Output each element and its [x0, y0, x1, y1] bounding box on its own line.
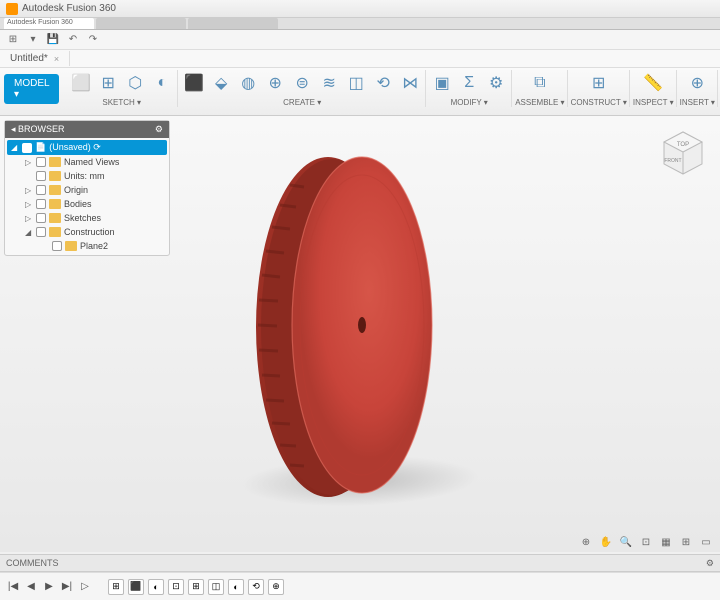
comments-label: COMMENTS — [6, 558, 59, 568]
timeline-control[interactable]: ▶ — [42, 580, 56, 594]
view-tool-button[interactable]: ⊕ — [578, 535, 594, 549]
toolbar-button[interactable]: ◐ — [149, 70, 175, 96]
toolbar-button[interactable]: ◍ — [235, 70, 261, 96]
toolbar-group-label[interactable]: ASSEMBLE ▾ — [515, 98, 564, 107]
toolbar-group: ⬛⬙◍⊕⊜≋◫⟲⋈ CREATE ▾ — [179, 70, 426, 107]
gear-icon[interactable]: ⚙ — [155, 124, 163, 135]
toolbar-button[interactable]: ⬡ — [122, 70, 148, 96]
toolbar-group-label[interactable]: SKETCH ▾ — [102, 98, 141, 107]
browser-item[interactable]: ◢Construction — [7, 225, 167, 239]
viewcube[interactable]: TOP FRONT — [656, 126, 710, 180]
toolbar-group-label[interactable]: INSPECT ▾ — [633, 98, 674, 107]
toolbar-group: ⊕ INSERT ▾ — [678, 70, 718, 107]
document-tab[interactable]: Untitled* × — [0, 51, 70, 66]
toolbar-button[interactable]: ⊕ — [262, 70, 288, 96]
redo-icon[interactable]: ↷ — [86, 33, 100, 47]
timeline-feature[interactable]: ◐ — [228, 579, 244, 595]
undo-icon[interactable]: ↶ — [66, 33, 80, 47]
browser-item[interactable]: ▷Bodies — [7, 197, 167, 211]
close-icon[interactable]: × — [54, 54, 59, 64]
toolbar-button[interactable]: ⬛ — [181, 70, 207, 96]
quick-access-bar: ⊞ ▾ 💾 ↶ ↷ — [0, 30, 720, 50]
toolbar-group-label[interactable]: MODIFY ▾ — [451, 98, 488, 107]
browser-root[interactable]: ◢📄(Unsaved) ⟳ — [7, 140, 167, 155]
comments-bar[interactable]: COMMENTS ⚙ — [0, 554, 720, 572]
toolbar-button[interactable]: ≋ — [316, 70, 342, 96]
browser-item[interactable]: Units: mm — [7, 169, 167, 183]
timeline-feature[interactable]: ⊞ — [188, 579, 204, 595]
view-tool-button[interactable]: ▦ — [658, 535, 674, 549]
browser-item[interactable]: ▷Sketches — [7, 211, 167, 225]
titlebar: Autodesk Fusion 360 — [0, 0, 720, 18]
document-tabs: Untitled* × — [0, 50, 720, 68]
file-icon[interactable]: ▾ — [26, 33, 40, 47]
window-tabs: Autodesk Fusion 360 — [0, 18, 720, 30]
toolbar-button[interactable]: ⋈ — [397, 70, 423, 96]
toolbar-button[interactable]: ⬜ — [68, 70, 94, 96]
toolbar-button[interactable]: ⊜ — [289, 70, 315, 96]
app-icon — [6, 3, 18, 15]
timeline-control[interactable]: |◀ — [6, 580, 20, 594]
expand-icon[interactable]: ⚙ — [706, 558, 714, 569]
toolbar-group: ⧉ ASSEMBLE ▾ — [513, 70, 567, 107]
toolbar-button[interactable]: ◫ — [343, 70, 369, 96]
view-tool-button[interactable]: ⊡ — [638, 535, 654, 549]
toolbar-button[interactable]: 📏 — [640, 70, 666, 96]
window-tab[interactable] — [188, 18, 278, 29]
browser-item[interactable]: Plane2 — [7, 239, 167, 253]
view-tool-button[interactable]: 🔍 — [618, 535, 634, 549]
timeline-control[interactable]: ▷ — [78, 580, 92, 594]
timeline-control[interactable]: ▶| — [60, 580, 74, 594]
timeline-feature[interactable]: ◫ — [208, 579, 224, 595]
toolbar-button[interactable]: ⊕ — [684, 70, 710, 96]
timeline-feature[interactable]: ⊞ — [108, 579, 124, 595]
toolbar-group: ⊞ CONSTRUCT ▾ — [569, 70, 630, 107]
toolbar-button[interactable]: ⚙ — [483, 70, 509, 96]
browser-title: BROWSER — [18, 124, 65, 134]
toolbar-button[interactable]: ⟲ — [370, 70, 396, 96]
timeline-feature[interactable]: ⊕ — [268, 579, 284, 595]
window-tab[interactable]: Autodesk Fusion 360 — [4, 18, 94, 29]
document-name: Untitled* — [10, 53, 48, 64]
timeline-feature[interactable]: ⟲ — [248, 579, 264, 595]
save-icon[interactable]: 💾 — [46, 33, 60, 47]
timeline-feature[interactable]: ⬛ — [128, 579, 144, 595]
browser-header[interactable]: ◂ BROWSER ⚙ — [5, 121, 169, 138]
view-tool-button[interactable]: ✋ — [598, 535, 614, 549]
toolbar-group: 📏 INSPECT ▾ — [631, 70, 677, 107]
toolbar-button[interactable]: ⊞ — [586, 70, 612, 96]
toolbar-group-label[interactable]: INSERT ▾ — [680, 98, 715, 107]
grid-icon[interactable]: ⊞ — [6, 33, 20, 47]
model-pulley — [200, 145, 520, 505]
toolbar-button[interactable]: ⧉ — [527, 70, 553, 96]
toolbar-group: ⬜⊞⬡◐ SKETCH ▾ — [66, 70, 178, 107]
view-tool-button[interactable]: ⊞ — [678, 535, 694, 549]
timeline-feature[interactable]: ⊡ — [168, 579, 184, 595]
view-tool-button[interactable]: ▭ — [698, 535, 714, 549]
workspace-selector[interactable]: MODEL ▾ — [4, 74, 59, 104]
toolbar-group-label[interactable]: CONSTRUCT ▾ — [571, 98, 627, 107]
window-tab[interactable] — [96, 18, 186, 29]
timeline: |◀◀▶▶|▷⊞⬛◐⊡⊞◫◐⟲⊕ — [0, 572, 720, 600]
toolbar-button[interactable]: Σ — [456, 70, 482, 96]
browser-item[interactable]: ▷Named Views — [7, 155, 167, 169]
toolbar-button[interactable]: ▣ — [429, 70, 455, 96]
browser-panel: ◂ BROWSER ⚙ ◢📄(Unsaved) ⟳▷Named ViewsUni… — [4, 120, 170, 256]
svg-text:TOP: TOP — [677, 142, 689, 148]
timeline-feature[interactable]: ◐ — [148, 579, 164, 595]
view-tools: ⊕ ✋ 🔍 ⊡ ▦ ⊞ ▭ — [578, 535, 714, 549]
toolbar-group: ▣Σ⚙ MODIFY ▾ — [427, 70, 512, 107]
browser-item[interactable]: ▷Origin — [7, 183, 167, 197]
viewport[interactable]: TOP FRONT ◂ BROWSER ⚙ ◢📄(Unsaved) ⟳▷Name… — [0, 116, 720, 552]
main-toolbar: MODEL ▾ ⬜⊞⬡◐SKETCH ▾⬛⬙◍⊕⊜≋◫⟲⋈CREATE ▾▣Σ⚙… — [0, 68, 720, 116]
svg-text:FRONT: FRONT — [664, 158, 681, 164]
toolbar-button[interactable]: ⊞ — [95, 70, 121, 96]
toolbar-button[interactable]: ⬙ — [208, 70, 234, 96]
timeline-control[interactable]: ◀ — [24, 580, 38, 594]
app-title: Autodesk Fusion 360 — [22, 3, 116, 14]
toolbar-group-label[interactable]: CREATE ▾ — [283, 98, 321, 107]
